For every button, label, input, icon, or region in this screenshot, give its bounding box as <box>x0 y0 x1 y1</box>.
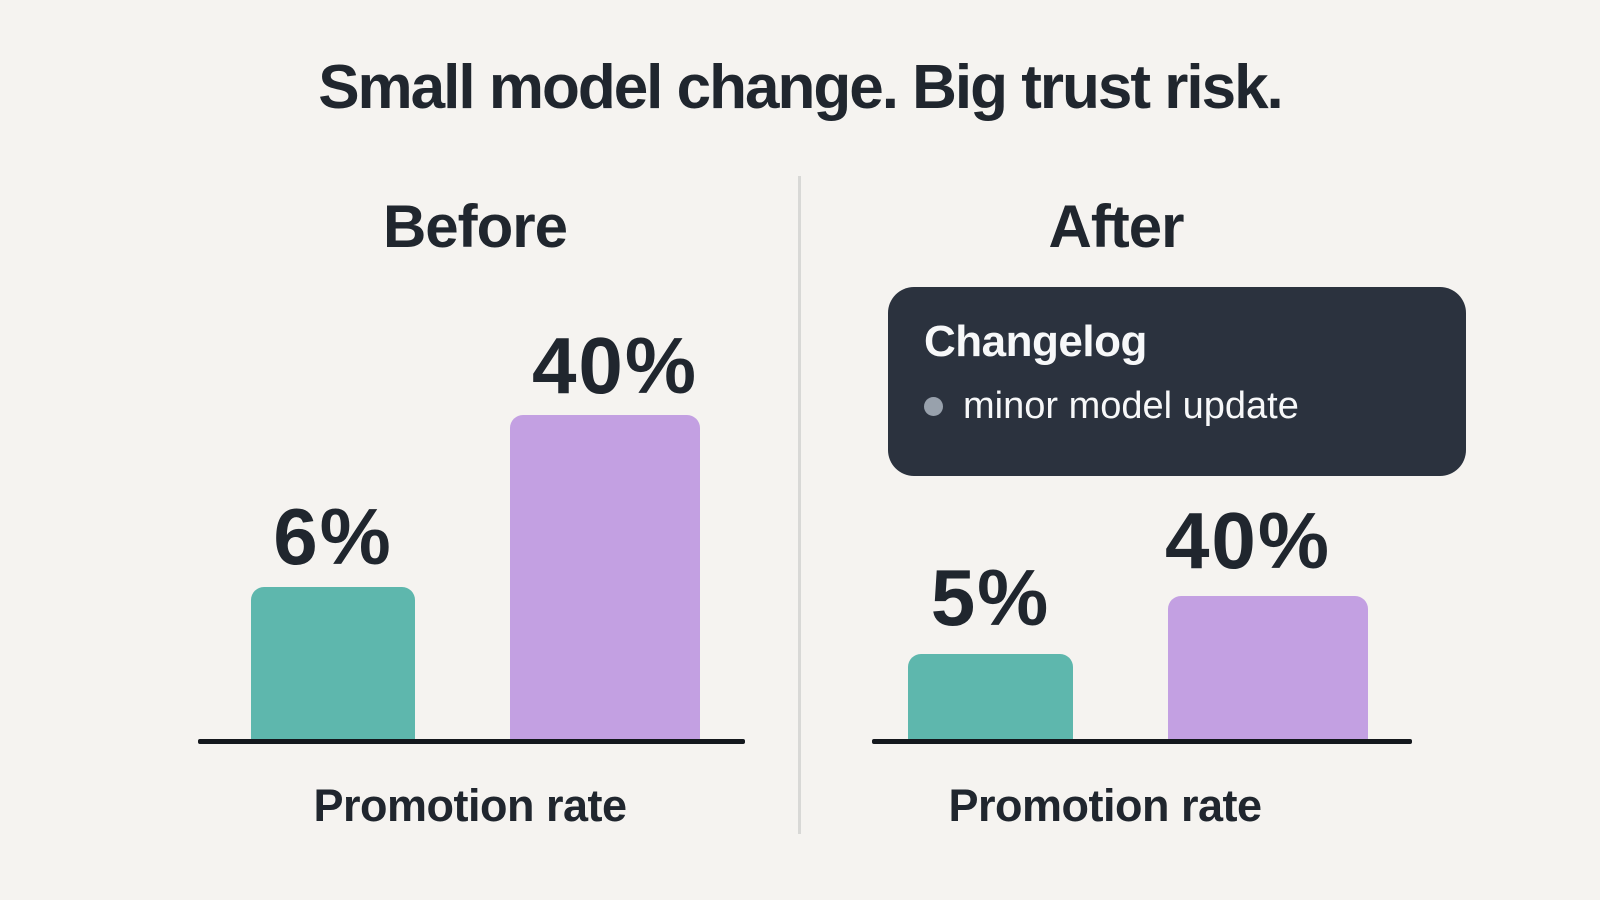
panel-divider <box>798 176 801 834</box>
before-heading: Before <box>382 193 568 260</box>
before-x-axis-label: Promotion rate <box>313 780 627 831</box>
before-purple-bar <box>510 415 700 743</box>
changelog-title: Changelog <box>924 317 1147 366</box>
before-purple-bar-value-label: 40% <box>531 321 699 410</box>
changelog-item-text: minor model update <box>963 385 1299 428</box>
after-heading: After <box>1048 193 1184 260</box>
after-x-axis <box>872 739 1412 744</box>
before-teal-bar-value-label: 6% <box>273 492 393 581</box>
after-x-axis-label: Promotion rate <box>948 780 1262 831</box>
after-purple-bar <box>1168 596 1368 743</box>
page-title: Small model change. Big trust risk. <box>318 53 1284 122</box>
changelog-callout: Changelog minor model update <box>888 287 1466 476</box>
after-purple-bar-value-label: 40% <box>1164 496 1332 585</box>
bullet-icon <box>924 397 943 417</box>
changelog-list-item: minor model update <box>924 385 1430 428</box>
before-teal-bar <box>251 587 415 743</box>
after-teal-bar <box>908 654 1073 743</box>
after-teal-bar-value-label: 5% <box>930 553 1051 642</box>
before-x-axis <box>198 739 745 744</box>
